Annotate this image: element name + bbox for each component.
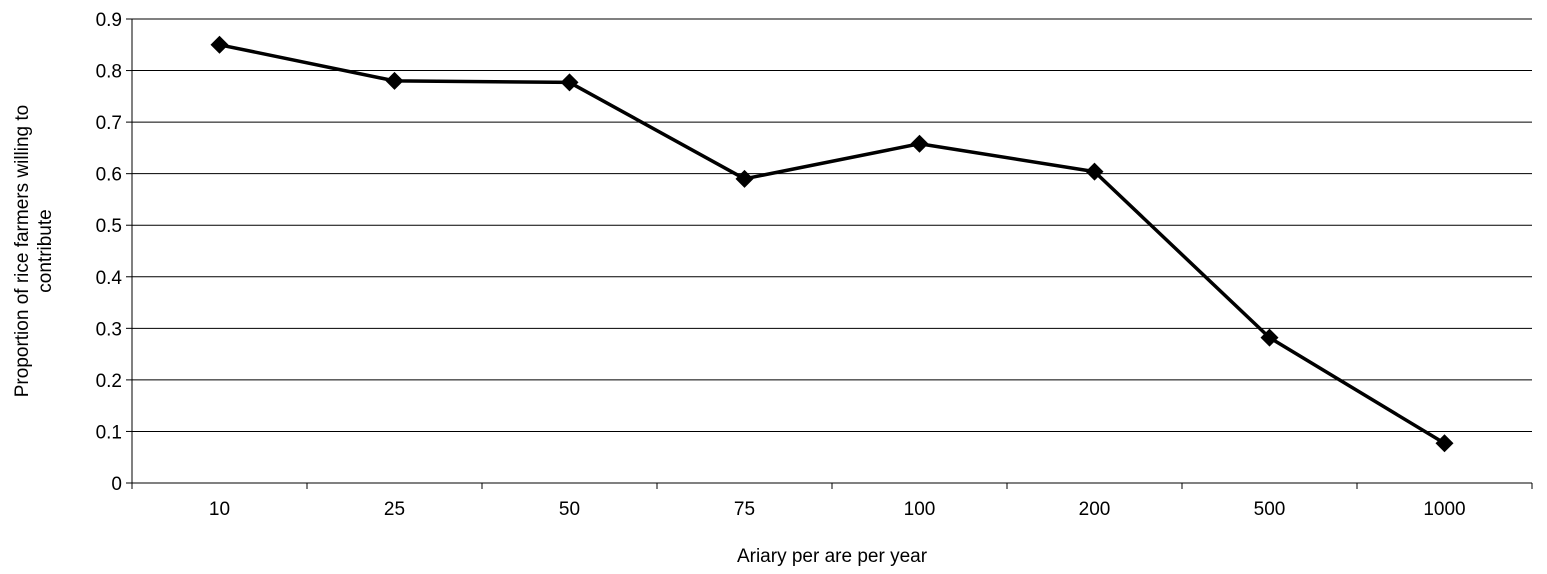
y-axis-title-line-1: Proportion of rice farmers willing to: [12, 105, 33, 398]
y-axis-title: Proportion of rice farmers willing to co…: [12, 105, 56, 398]
y-tick-label: 0.2: [96, 371, 122, 392]
series: [210, 35, 1454, 453]
y-tick-label: 0.1: [96, 422, 122, 443]
x-tick-label: 200: [1079, 499, 1111, 520]
x-tick-label: 25: [384, 499, 405, 520]
y-tick-label: 0.8: [96, 62, 122, 83]
x-tick-label: 1000: [1423, 499, 1465, 520]
y-tick-label: 0: [111, 474, 122, 495]
y-tick-label: 0.9: [96, 10, 122, 31]
x-tick-label: 10: [209, 499, 230, 520]
data-point: [385, 71, 404, 90]
x-tick-label: 75: [734, 499, 755, 520]
data-point: [1260, 328, 1279, 347]
x-tick-label: 50: [559, 499, 580, 520]
data-point: [560, 73, 579, 92]
y-tick-label: 0.5: [96, 216, 122, 237]
data-point: [1435, 434, 1454, 453]
y-axis-title-line-2: contribute: [35, 209, 56, 292]
data-point: [735, 169, 754, 188]
y-tick-label: 0.4: [96, 268, 123, 289]
y-tick-label: 0.7: [96, 113, 122, 134]
x-tick-label: 500: [1254, 499, 1286, 520]
x-tick-labels: 10 25 50 75 100 200 500 1000: [131, 483, 1533, 520]
y-tick-label: 0.6: [96, 165, 122, 186]
gridlines: [132, 18, 1532, 432]
y-tick-labels: 0 0.1 0.2 0.3 0.4 0.5 0.6 0.7 0.8 0.9: [96, 10, 132, 495]
data-point: [1085, 162, 1104, 181]
x-tick-label: 100: [904, 499, 936, 520]
data-point: [210, 35, 229, 54]
series-line: [219, 43, 1446, 445]
axes: [131, 19, 1532, 484]
x-axis-title: Ariary per are per year: [737, 546, 928, 567]
data-point: [910, 134, 929, 153]
y-tick-label: 0.3: [96, 319, 122, 340]
